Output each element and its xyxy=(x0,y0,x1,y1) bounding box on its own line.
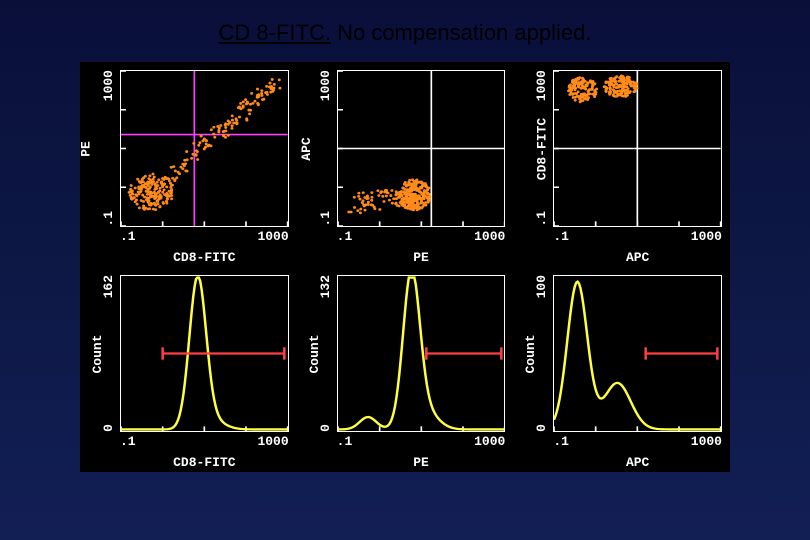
xtick-min: .1 xyxy=(337,229,353,244)
panel-0: .1 1000 CD8-FITC .1 1000 PE xyxy=(80,62,297,267)
xlabel: APC xyxy=(553,250,722,265)
plot-grid: .11000CD8-FITC.11000PE.11000PE.11000APC.… xyxy=(80,62,730,472)
xtick-min: .1 xyxy=(120,229,136,244)
plot-area xyxy=(120,275,289,432)
xtick-max: 1000 xyxy=(257,434,288,449)
y-axis: .1 1000 CD8-FITC xyxy=(513,70,553,227)
page: CD 8-FITC. No compensation applied. .1 10… xyxy=(0,0,810,540)
panel-3: .1 1000 CD8-FITC 0 162 Count xyxy=(80,267,297,472)
xlabel: CD8-FITC xyxy=(120,250,289,265)
page-title: CD 8-FITC. No compensation applied. xyxy=(0,20,810,46)
panel-5: .1 1000 APC 0 100 Count xyxy=(513,267,730,472)
x-axis: .1 1000 PE xyxy=(337,227,506,267)
ylabel: PE xyxy=(78,141,93,157)
plot-area xyxy=(553,275,722,432)
xlabel: PE xyxy=(337,455,506,470)
ytick-min: .1 xyxy=(318,211,333,227)
ylabel: Count xyxy=(307,334,322,373)
title-underlined: CD 8-FITC. xyxy=(219,20,331,45)
y-axis: .1 1000 PE xyxy=(80,70,120,227)
plot-area xyxy=(337,70,506,227)
ytick-max: 1000 xyxy=(318,70,333,101)
x-axis: .1 1000 APC xyxy=(553,432,722,472)
ylabel: CD8-FITC xyxy=(535,117,550,179)
x-axis: .1 1000 CD8-FITC xyxy=(120,227,289,267)
y-axis: .1 1000 APC xyxy=(297,70,337,227)
ytick-max: 132 xyxy=(318,275,333,298)
x-axis: .1 1000 PE xyxy=(337,432,506,472)
xtick-max: 1000 xyxy=(257,229,288,244)
xtick-max: 1000 xyxy=(474,229,505,244)
ytick-max: 162 xyxy=(101,275,116,298)
ytick-min: 0 xyxy=(318,424,333,432)
plot-area xyxy=(553,70,722,227)
xtick-min: .1 xyxy=(120,434,136,449)
title-rest: No compensation applied. xyxy=(331,20,592,45)
xtick-max: 1000 xyxy=(474,434,505,449)
ytick-min: .1 xyxy=(101,211,116,227)
xtick-max: 1000 xyxy=(691,229,722,244)
ylabel: APC xyxy=(299,137,314,160)
ytick-max: 100 xyxy=(534,275,549,298)
ytick-max: 1000 xyxy=(101,70,116,101)
x-axis: .1 1000 APC xyxy=(553,227,722,267)
ytick-min: 0 xyxy=(534,424,549,432)
xlabel: APC xyxy=(553,455,722,470)
y-axis: 0 162 Count xyxy=(80,275,120,432)
ylabel: Count xyxy=(90,334,105,373)
plot-area xyxy=(120,70,289,227)
y-axis: 0 100 Count xyxy=(513,275,553,432)
panel-4: .1 1000 PE 0 132 Count xyxy=(297,267,514,472)
ytick-min: 0 xyxy=(101,424,116,432)
plot-area xyxy=(337,275,506,432)
panel-2: .1 1000 APC .1 1000 CD8-FITC xyxy=(513,62,730,267)
xlabel: CD8-FITC xyxy=(120,455,289,470)
ytick-max: 1000 xyxy=(534,70,549,101)
xtick-min: .1 xyxy=(337,434,353,449)
panel-1: .1 1000 PE .1 1000 APC xyxy=(297,62,514,267)
xtick-min: .1 xyxy=(553,434,569,449)
ytick-min: .1 xyxy=(534,211,549,227)
ylabel: Count xyxy=(523,334,538,373)
y-axis: 0 132 Count xyxy=(297,275,337,432)
xlabel: PE xyxy=(337,250,506,265)
x-axis: .1 1000 CD8-FITC xyxy=(120,432,289,472)
xtick-min: .1 xyxy=(553,229,569,244)
xtick-max: 1000 xyxy=(691,434,722,449)
